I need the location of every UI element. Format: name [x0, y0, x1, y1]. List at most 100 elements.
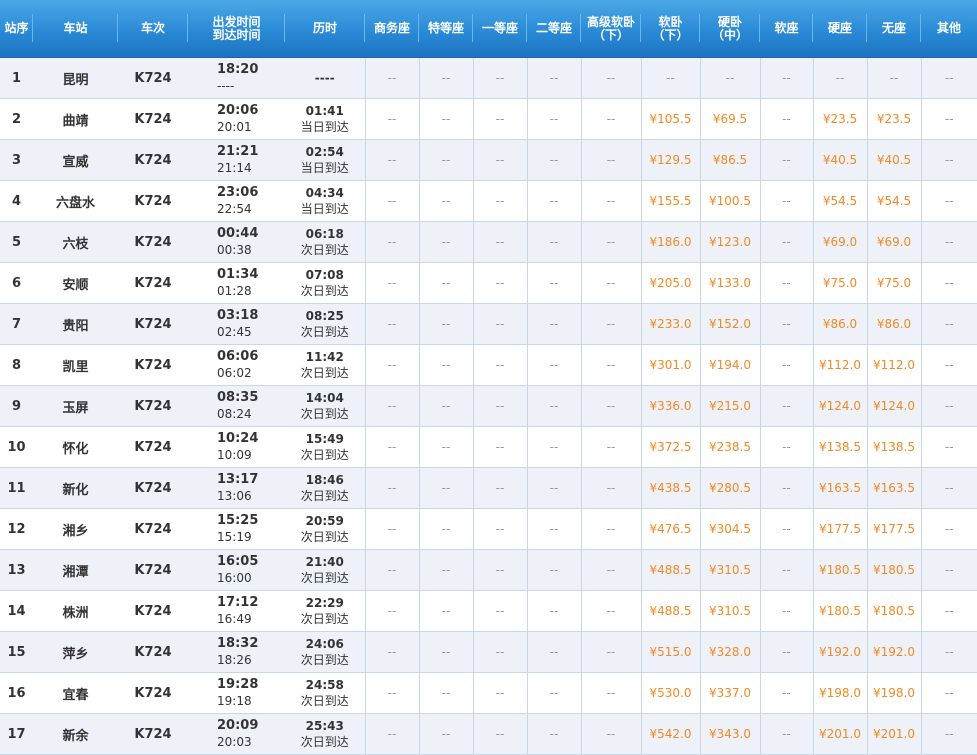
fare-deluxe-soft-sleeper: -- [580, 631, 641, 673]
fare-hard-seat: ¥138.5 [812, 426, 867, 468]
duration: 07:08 [305, 268, 344, 282]
header-second: 二等座 [527, 0, 581, 58]
fare-deluxe-soft-sleeper: -- [580, 262, 641, 304]
train-number: K724 [118, 549, 188, 591]
fare-business: -- [364, 57, 419, 99]
station-name: 凯里 [33, 344, 118, 386]
duration-cell: 07:08 次日到达 [285, 262, 365, 304]
arrival-day: 次日到达 [300, 694, 349, 708]
fare-second: -- [526, 57, 581, 99]
time-cell: 06:06 06:02 [188, 344, 285, 386]
fare-second: -- [526, 631, 581, 673]
fare-second: -- [526, 303, 581, 345]
train-number: K724 [118, 631, 188, 673]
train-number: K724 [118, 467, 188, 509]
arrival-day: 次日到达 [300, 284, 349, 298]
departure-time: 06:06 [217, 349, 259, 364]
fare-first: -- [472, 98, 527, 140]
time-cell: 20:09 20:03 [188, 713, 285, 755]
fare-hard-seat: -- [812, 57, 867, 99]
duration-cell: 21:40 次日到达 [285, 549, 365, 591]
header-divider [580, 14, 581, 42]
fare-premium: -- [418, 139, 473, 181]
fare-deluxe-soft-sleeper: -- [580, 139, 641, 181]
fare-no-seat: ¥138.5 [866, 426, 921, 468]
table-header: 站序 车站 车次 出发时间 到达时间 历时 商务座 特等座 一等座 二等座 高级软卧 （下） 软卧 （下）… [0, 0, 977, 58]
duration: 18:46 [305, 473, 344, 487]
header-divider [418, 14, 419, 42]
departure-time: 18:32 [217, 636, 259, 651]
header-station: 车站 [33, 0, 118, 58]
fare-first: -- [472, 672, 527, 714]
station-name: 曲靖 [33, 98, 118, 140]
fare-premium: -- [418, 180, 473, 222]
fare-soft-sleeper: ¥530.0 [640, 672, 700, 714]
header-divider [699, 14, 700, 42]
station-seq: 4 [0, 180, 33, 222]
duration-cell: 02:54 当日到达 [285, 139, 365, 181]
station-seq: 16 [0, 672, 33, 714]
duration-cell: 18:46 次日到达 [285, 467, 365, 509]
arrival-time: 02:45 [217, 325, 252, 339]
fare-hard-seat: ¥192.0 [812, 631, 867, 673]
fare-other: -- [920, 98, 977, 140]
fare-second: -- [526, 590, 581, 632]
arrival-time: 15:19 [217, 530, 252, 544]
fare-other: -- [920, 180, 977, 222]
fare-business: -- [364, 180, 419, 222]
arrival-time: 10:09 [217, 448, 252, 462]
train-number: K724 [118, 221, 188, 263]
table-row: 5 六枝 K724 00:44 00:38 06:18 次日到达 -- -- -- -- -- ¥186… [0, 221, 977, 263]
fare-hard-seat: ¥69.0 [812, 221, 867, 263]
duration-cell: 14:04 次日到达 [285, 385, 365, 427]
header-divider [187, 14, 188, 42]
fare-other: -- [920, 508, 977, 550]
station-name: 六枝 [33, 221, 118, 263]
fare-soft-sleeper: ¥438.5 [640, 467, 700, 509]
table-row: 4 六盘水 K724 23:06 22:54 04:34 当日到达 -- -- -- -- -- ¥15… [0, 180, 977, 222]
fare-deluxe-soft-sleeper: -- [580, 590, 641, 632]
header-hard-seat: 硬座 [813, 0, 867, 58]
fare-second: -- [526, 180, 581, 222]
arrival-time: 08:24 [217, 407, 252, 421]
fare-deluxe-soft-sleeper: -- [580, 57, 641, 99]
fare-premium: -- [418, 344, 473, 386]
fare-second: -- [526, 426, 581, 468]
time-cell: 08:35 08:24 [188, 385, 285, 427]
fare-first: -- [472, 180, 527, 222]
fare-premium: -- [418, 98, 473, 140]
fare-soft-seat: -- [759, 98, 813, 140]
fare-business: -- [364, 221, 419, 263]
duration: 25:43 [305, 719, 344, 733]
fare-soft-sleeper: ¥233.0 [640, 303, 700, 345]
fare-other: -- [920, 57, 977, 99]
header-divider [759, 14, 760, 42]
fare-second: -- [526, 139, 581, 181]
fare-other: -- [920, 467, 977, 509]
fare-soft-seat: -- [759, 344, 813, 386]
fare-other: -- [920, 426, 977, 468]
duration: 15:49 [305, 432, 344, 446]
fare-no-seat: ¥163.5 [866, 467, 921, 509]
arrival-day: 次日到达 [300, 407, 349, 421]
fare-no-seat: ¥201.0 [866, 713, 921, 755]
fare-business: -- [364, 508, 419, 550]
fare-premium: -- [418, 303, 473, 345]
fare-soft-sleeper: ¥542.0 [640, 713, 700, 755]
table-row: 2 曲靖 K724 20:06 20:01 01:41 当日到达 -- -- -- -- -- ¥105… [0, 98, 977, 140]
fare-business: -- [364, 590, 419, 632]
fare-hard-sleeper: ¥69.5 [699, 98, 760, 140]
time-cell: 21:21 21:14 [188, 139, 285, 181]
departure-time: 03:18 [217, 308, 259, 323]
fare-hard-sleeper: ¥310.5 [699, 549, 760, 591]
fare-hard-sleeper: ¥343.0 [699, 713, 760, 755]
header-divider [284, 14, 285, 42]
fare-deluxe-soft-sleeper: -- [580, 508, 641, 550]
departure-time: 20:09 [217, 718, 259, 733]
table-row: 3 宣威 K724 21:21 21:14 02:54 当日到达 -- -- -- -- -- ¥129… [0, 139, 977, 181]
time-cell: 01:34 01:28 [188, 262, 285, 304]
fare-deluxe-soft-sleeper: -- [580, 180, 641, 222]
duration-cell: 20:59 次日到达 [285, 508, 365, 550]
header-divider [866, 14, 867, 42]
header-divider [812, 14, 813, 42]
